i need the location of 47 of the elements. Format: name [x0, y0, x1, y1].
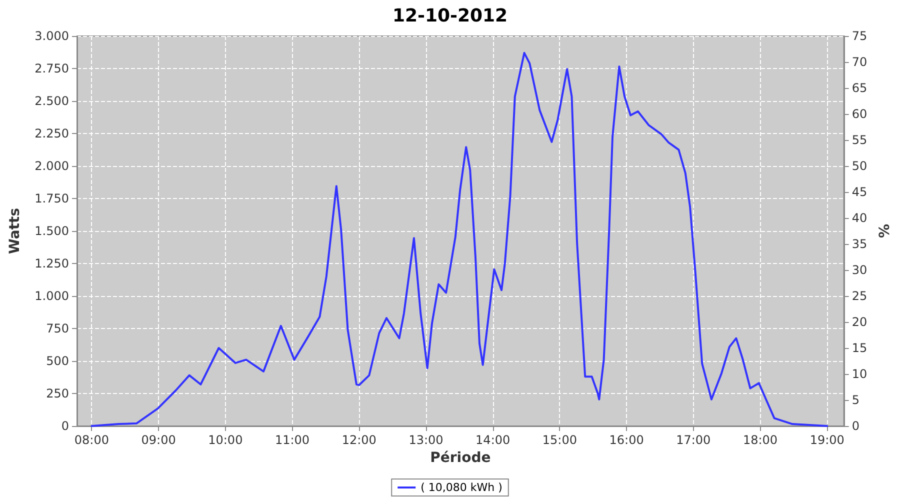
y-axis-title: Watts	[7, 208, 23, 254]
x-tick-label: 13:00	[408, 433, 444, 447]
y2-tick-label: 70	[852, 55, 868, 69]
y-tick-label: 2.250	[34, 126, 69, 140]
y-tick-label: 2.750	[34, 62, 69, 76]
y-tick-label: 250	[46, 386, 69, 400]
y2-tick-label: 55	[852, 133, 868, 147]
x-tick-label: 15:00	[542, 433, 577, 447]
y2-tick-label: 40	[852, 211, 868, 225]
y2-tick-label: 50	[852, 159, 868, 173]
y2-tick-label: 65	[852, 81, 868, 95]
y-tick-label: 2.000	[34, 159, 69, 173]
x-tick-label: 16:00	[609, 433, 644, 447]
y-tick-label: 2.500	[34, 94, 69, 108]
y-tick-label: 3.000	[34, 29, 69, 43]
y2-axis-title: %	[877, 224, 893, 238]
y2-tick-label: 75	[852, 29, 868, 43]
y2-tick-label: 15	[852, 341, 868, 355]
y-tick-label: 750	[46, 322, 69, 336]
x-tick-label: 18:00	[742, 433, 778, 447]
x-tick-label: 14:00	[476, 433, 510, 447]
y2-tick-label: 45	[852, 185, 868, 199]
y2-tick-label: 35	[852, 237, 868, 251]
y2-tick-label: 5	[852, 393, 860, 407]
x-tick-label: 10:00	[208, 433, 243, 447]
y-tick-label: 1.500	[34, 224, 69, 238]
y-tick-label: 1.000	[34, 289, 69, 303]
x-axis-title: Période	[430, 450, 491, 466]
x-tick-label: 19:00	[810, 433, 844, 447]
y-tick-label: 1.750	[34, 192, 69, 206]
line-series	[90, 52, 828, 427]
y-tick-label: 0	[61, 419, 69, 433]
y2-tick-label: 0	[852, 419, 860, 433]
y2-tick-label: 30	[852, 263, 868, 277]
y2-tick-label: 20	[852, 315, 868, 329]
x-tick-label: 08:00	[74, 433, 110, 447]
y2-tick-label: 10	[852, 367, 868, 381]
y-tick-label: 1.250	[34, 256, 69, 270]
x-tick-label: 11:00	[274, 433, 310, 447]
y2-tick-label: 60	[852, 107, 868, 121]
x-tick-label: 17:00	[676, 433, 711, 447]
y-tick-label: 500	[46, 354, 69, 368]
legend-label: ( 10,080 kWh )	[420, 481, 502, 494]
chart-title: 12-10-2012	[392, 6, 508, 26]
y2-tick-label: 25	[852, 289, 868, 303]
x-tick-label: 12:00	[342, 433, 376, 447]
x-tick-label: 09:00	[141, 433, 176, 447]
